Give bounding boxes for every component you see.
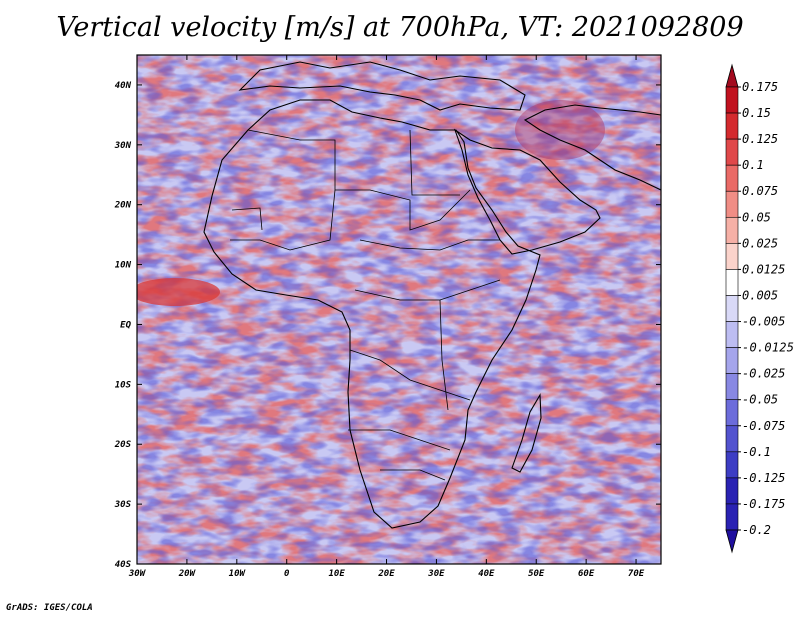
lon-tick-label: 30E (427, 569, 445, 579)
lat-tick-label: 20S (114, 440, 132, 450)
colorbar-label: 0.0125 (742, 262, 785, 276)
colorbar-top-arrow (725, 63, 739, 88)
colorbar-swatch (725, 112, 739, 140)
colorbar-swatch (725, 373, 739, 401)
colorbar-label: -0.025 (742, 367, 785, 381)
colorbar-swatch (725, 321, 739, 348)
lon-tick-label: 20E (377, 569, 395, 579)
colorbar-swatch (725, 138, 739, 166)
colorbar-label: -0.075 (742, 419, 785, 433)
lat-tick-label: 10S (115, 380, 132, 390)
lat-tick-label: 30N (114, 141, 132, 151)
colorbar-swatch (725, 347, 739, 374)
colorbar-label: -0.125 (742, 471, 785, 485)
colorbar-swatch (725, 190, 739, 218)
lon-tick-label: 60E (578, 569, 595, 579)
colorbar-bottom-arrow (725, 529, 739, 554)
country-borders (230, 129, 501, 481)
colorbar-label: -0.05 (742, 393, 778, 407)
colorbar-label: 0.025 (742, 236, 778, 250)
colorbar-label: 0.1 (742, 158, 764, 172)
lon-tick-label: 50E (528, 569, 545, 579)
lon-tick-label: 0 (284, 569, 290, 579)
strong-updraft-patch (137, 278, 220, 306)
colorbar-swatch (725, 86, 739, 114)
colorbar-label: 0.005 (742, 288, 778, 302)
lon-tick-label: 10W (229, 569, 247, 579)
lat-tick-label: 40S (115, 560, 132, 570)
colorbar-swatch (725, 503, 739, 531)
colorbar-label: 0.175 (742, 80, 778, 94)
colorbar-label: 0.15 (742, 106, 771, 120)
colorbar-swatch (725, 477, 739, 505)
lat-tick-label: 40N (115, 81, 132, 91)
colorbar-swatch (725, 425, 739, 453)
map-title: Vertical velocity [m/s] at 700hPa, VT: 2… (56, 12, 744, 43)
colorbar-swatch (725, 451, 739, 479)
coastlines (203, 61, 661, 529)
lon-tick-label: 20W (178, 569, 197, 579)
iran-plateau-patch (515, 100, 605, 160)
lon-tick-label: 30W (128, 569, 147, 579)
colorbar-swatch (725, 399, 739, 427)
lat-tick-label: EQ (120, 320, 131, 330)
grads-credit: GrADS: IGES/COLA (6, 603, 93, 613)
lon-tick-label: 70E (628, 569, 645, 579)
lon-tick-label: 40E (478, 569, 495, 579)
colorbar-label: -0.175 (742, 497, 785, 511)
longitude-axis: 30W 20W 10W 0 10E 20E 30E 40E 50E 60E 70E (128, 55, 645, 579)
lat-tick-label: 10N (115, 261, 132, 271)
colorbar-label: -0.2 (742, 523, 771, 537)
plot-frame (136, 54, 662, 565)
lat-tick-label: 30S (114, 500, 132, 510)
colorbar-label: 0.075 (742, 184, 778, 198)
colorbar-label: -0.0125 (742, 341, 794, 355)
colorbar-swatch (725, 216, 739, 244)
colorbar-swatch (725, 269, 739, 296)
colorbar-label: -0.005 (742, 315, 785, 329)
colorbar-swatch (725, 295, 739, 322)
velocity-field (137, 55, 661, 564)
colorbar: 0.175 0.15 0.125 0.1 0.075 0.05 0.025 0.0125 0.0… (725, 63, 794, 554)
colorbar-label: -0.1 (742, 445, 771, 459)
colorbar-swatch (725, 243, 739, 270)
colorbar-swatch (725, 164, 739, 192)
colorbar-label: 0.125 (742, 132, 778, 146)
lon-tick-label: 10E (328, 569, 345, 579)
colorbar-label: 0.05 (742, 210, 771, 224)
lat-tick-label: 20N (114, 201, 132, 211)
latitude-axis: 40N 30N 20N 10N EQ 10S 20S 30S 40S (114, 81, 661, 570)
